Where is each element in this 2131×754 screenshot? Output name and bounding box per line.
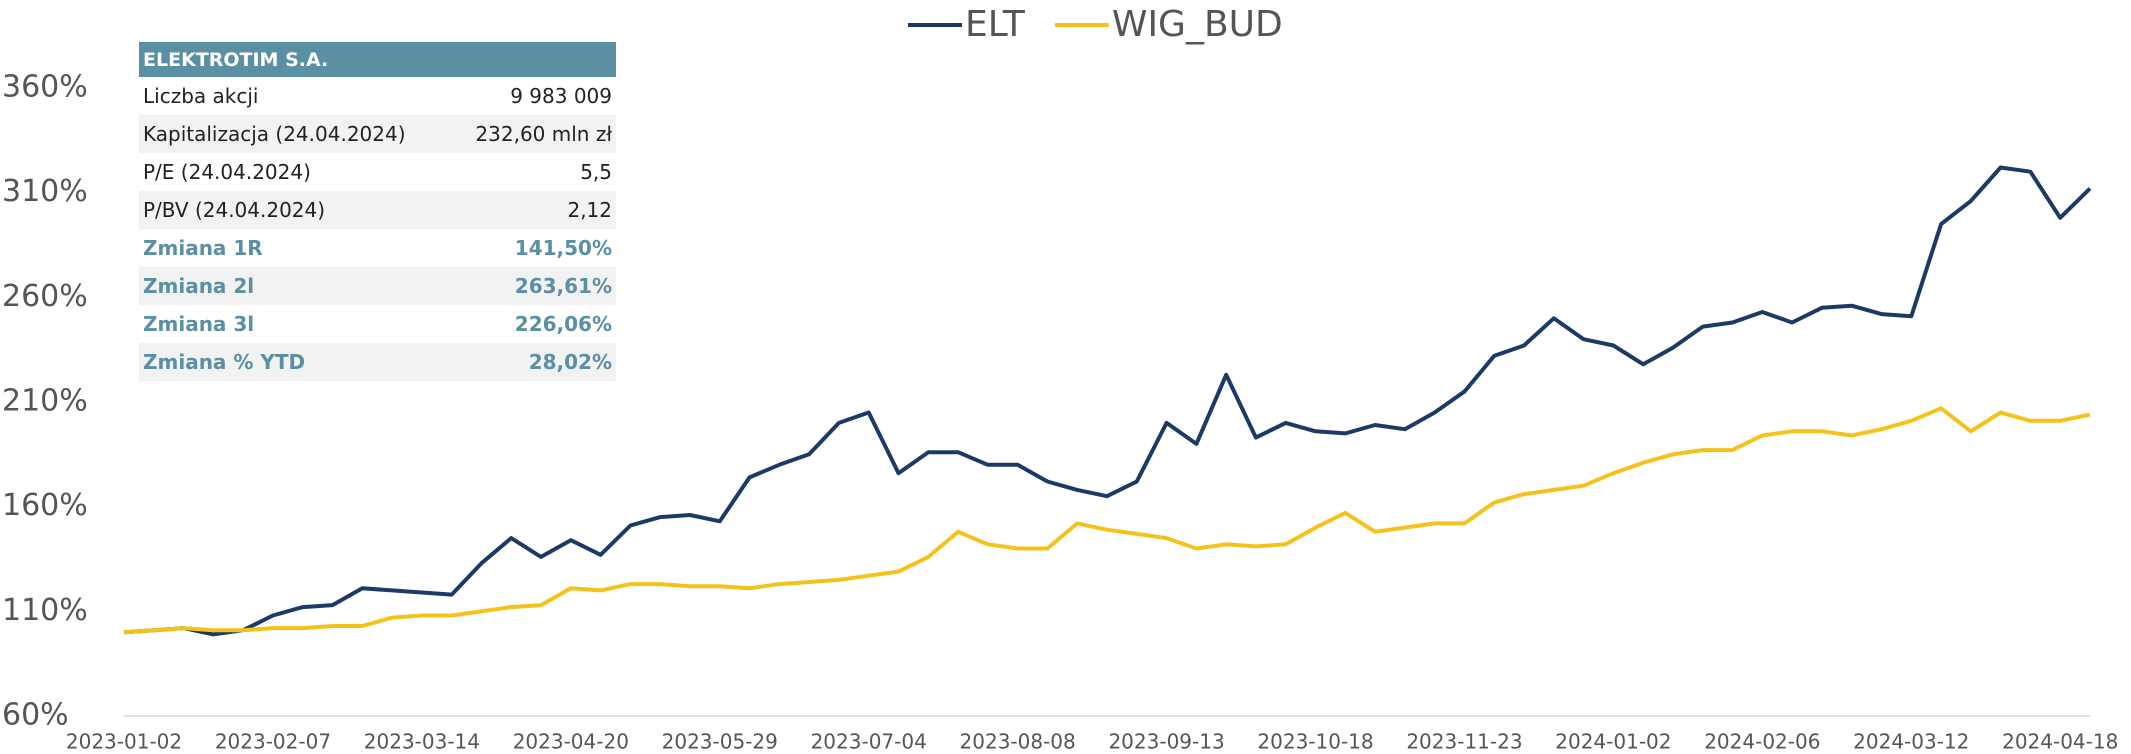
x-tick-label: 2023-08-08 bbox=[960, 730, 1076, 754]
y-tick-label: 360% bbox=[2, 70, 88, 105]
table-label: Zmiana % YTD bbox=[139, 343, 450, 381]
table-label: Kapitalizacja (24.04.2024) bbox=[139, 115, 450, 153]
x-tick-label: 2023-03-14 bbox=[364, 730, 480, 754]
table-label: Zmiana 1R bbox=[143, 236, 263, 260]
table-value: 28,02% bbox=[449, 343, 616, 381]
table-label: Liczba akcji bbox=[143, 84, 259, 108]
info-table: ELEKTROTIM S.A. Liczba akcji 9 983 009 Kap… bbox=[139, 42, 616, 381]
series-line bbox=[123, 406, 2091, 635]
x-tick-label: 2023-07-04 bbox=[811, 730, 927, 754]
x-tick-label: 2023-09-13 bbox=[1108, 730, 1224, 754]
table-label: Zmiana 2l bbox=[139, 267, 450, 305]
table-row: Zmiana 3l 226,06% bbox=[139, 305, 616, 343]
table-row: Zmiana 2l 263,61% bbox=[139, 267, 616, 305]
series-line bbox=[123, 165, 2092, 637]
table-value: 2,12 bbox=[449, 191, 616, 229]
table-title: ELEKTROTIM S.A. bbox=[139, 42, 616, 77]
table-value: 263,61% bbox=[449, 267, 616, 305]
x-tick-label: 2023-11-23 bbox=[1406, 730, 1522, 754]
table-row: Liczba akcji 9 983 009 bbox=[139, 77, 616, 115]
table-value: 226,06% bbox=[514, 312, 612, 336]
table-row: Zmiana % YTD 28,02% bbox=[139, 343, 616, 381]
table-row: Kapitalizacja (24.04.2024) 232,60 mln zł bbox=[139, 115, 616, 153]
x-tick-label: 2023-04-20 bbox=[513, 730, 629, 754]
x-tick-label: 2023-02-07 bbox=[215, 730, 331, 754]
table-label: P/BV (24.04.2024) bbox=[139, 191, 450, 229]
y-tick-label: 310% bbox=[2, 174, 88, 209]
x-tick-label: 2023-10-18 bbox=[1257, 730, 1373, 754]
table-label: P/E (24.04.2024) bbox=[143, 160, 311, 184]
legend-label: WIG_BUD bbox=[1112, 4, 1283, 45]
legend-label: ELT bbox=[965, 4, 1026, 45]
table-row: P/BV (24.04.2024) 2,12 bbox=[139, 191, 616, 229]
y-tick-label: 60% bbox=[2, 698, 69, 733]
table-value: 9 983 009 bbox=[510, 84, 612, 108]
table-row: Zmiana 1R 141,50% bbox=[139, 229, 616, 267]
y-tick-label: 260% bbox=[2, 279, 88, 314]
y-tick-label: 210% bbox=[2, 384, 88, 419]
x-tick-label: 2024-03-12 bbox=[1853, 730, 1969, 754]
table-value: 232,60 mln zł bbox=[449, 115, 616, 153]
x-tick-label: 2024-01-02 bbox=[1555, 730, 1671, 754]
y-tick-label: 110% bbox=[2, 593, 88, 628]
x-tick-label: 2023-05-29 bbox=[662, 730, 778, 754]
table-label: Zmiana 3l bbox=[143, 312, 255, 336]
x-tick-label: 2023-01-02 bbox=[66, 730, 182, 754]
y-tick-label: 160% bbox=[2, 488, 88, 523]
table-value: 141,50% bbox=[514, 236, 612, 260]
x-tick-label: 2024-04-18 bbox=[2002, 730, 2118, 754]
table-row: P/E (24.04.2024) 5,5 bbox=[139, 153, 616, 191]
table-value: 5,5 bbox=[580, 160, 612, 184]
x-tick-label: 2024-02-06 bbox=[1704, 730, 1820, 754]
